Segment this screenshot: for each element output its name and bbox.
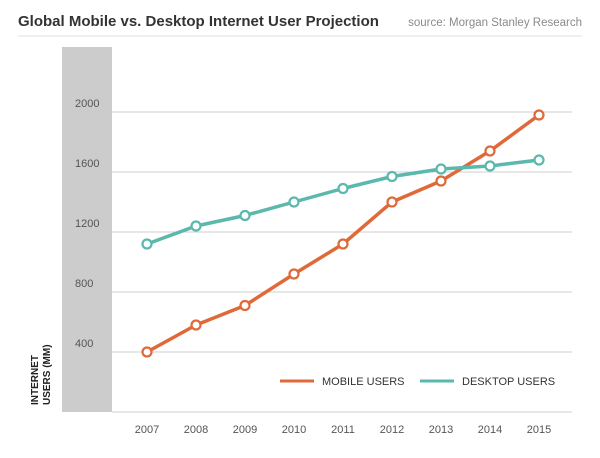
data-point [337, 182, 349, 195]
x-tick-label: 2010 [282, 424, 306, 436]
legend-label: MOBILE USERS [322, 376, 405, 388]
legend-label: DESKTOP USERS [462, 376, 555, 388]
data-point [533, 154, 545, 166]
chart-title: Global Mobile vs. Desktop Internet User … [18, 13, 379, 30]
x-tick-label: 2015 [527, 424, 551, 436]
series-line [146, 158, 540, 246]
data-point [337, 238, 349, 250]
data-point [484, 145, 496, 157]
series-line [146, 113, 541, 354]
data-point [288, 268, 300, 280]
data-point [141, 346, 153, 358]
y-tick-label: 2000 [75, 98, 99, 110]
y-tick-label: 1600 [75, 158, 99, 170]
data-point [239, 209, 251, 222]
y-axis-label-line2: USERS (MM) [42, 344, 53, 405]
y-tick-labels: 400 800 1200 1600 2000 [75, 98, 99, 350]
data-point [288, 196, 300, 208]
data-point [386, 196, 398, 208]
data-point [190, 220, 202, 232]
data-point [435, 163, 447, 175]
series-layer [141, 109, 545, 358]
x-tick-label: 2011 [331, 424, 355, 436]
chart-source: source: Morgan Stanley Research [408, 17, 582, 29]
series-mobile-users [141, 109, 545, 358]
y-axis-label-line1: INTERNET [30, 355, 41, 405]
data-point [141, 238, 153, 250]
data-point [386, 170, 398, 183]
x-tick-label: 2009 [233, 424, 257, 436]
x-tick-label: 2014 [478, 424, 502, 436]
y-tick-label: 1200 [75, 218, 99, 230]
x-tick-label: 2008 [184, 424, 208, 436]
y-tick-label: 400 [75, 338, 93, 350]
y-axis-band [62, 47, 112, 412]
x-tick-label: 2007 [135, 424, 159, 436]
y-tick-label: 800 [75, 278, 93, 290]
series-desktop-users [141, 154, 545, 250]
x-tick-labels: 2007 2008 2009 2010 2011 2012 2013 2014 2015 [135, 424, 551, 436]
data-point [435, 175, 447, 187]
data-point [239, 299, 251, 312]
grid-layer [112, 111, 572, 413]
data-point [533, 109, 545, 121]
data-point [190, 319, 202, 331]
data-point [484, 160, 496, 172]
legend: MOBILE USERS DESKTOP USERS [280, 376, 555, 388]
x-tick-label: 2012 [380, 424, 404, 436]
x-tick-label: 2013 [429, 424, 453, 436]
